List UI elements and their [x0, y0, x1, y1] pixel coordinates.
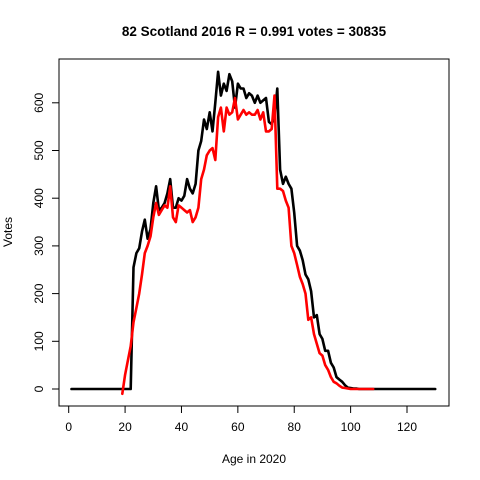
x-tick-label: 100	[341, 420, 361, 434]
plot-frame	[58, 58, 450, 407]
series-layer	[70, 70, 437, 396]
y-tick-label: 500	[32, 140, 46, 160]
y-tick-label: 100	[32, 331, 46, 351]
series-line-1	[70, 70, 437, 391]
x-axis: 0 20 40 60 80 100 120	[65, 405, 417, 434]
x-tick-label: 20	[118, 420, 132, 434]
x-tick-label: 0	[65, 420, 72, 434]
y-axis-label: Votes	[1, 217, 15, 247]
x-tick-label: 120	[397, 420, 417, 434]
chart-title: 82 Scotland 2016 R = 0.991 votes = 30835	[122, 24, 387, 39]
x-tick-label: 40	[175, 420, 189, 434]
x-tick-label: 60	[231, 420, 245, 434]
y-tick-label: 0	[32, 385, 46, 392]
y-tick-label: 300	[32, 236, 46, 256]
y-axis: 0 100 200 300 400 500 600	[32, 92, 60, 392]
y-tick-label: 400	[32, 188, 46, 208]
y-tick-label: 600	[32, 92, 46, 112]
x-tick-label: 80	[288, 420, 302, 434]
x-axis-label: Age in 2020	[222, 452, 286, 466]
series-line-2	[121, 94, 375, 396]
y-tick-label: 200	[32, 283, 46, 303]
